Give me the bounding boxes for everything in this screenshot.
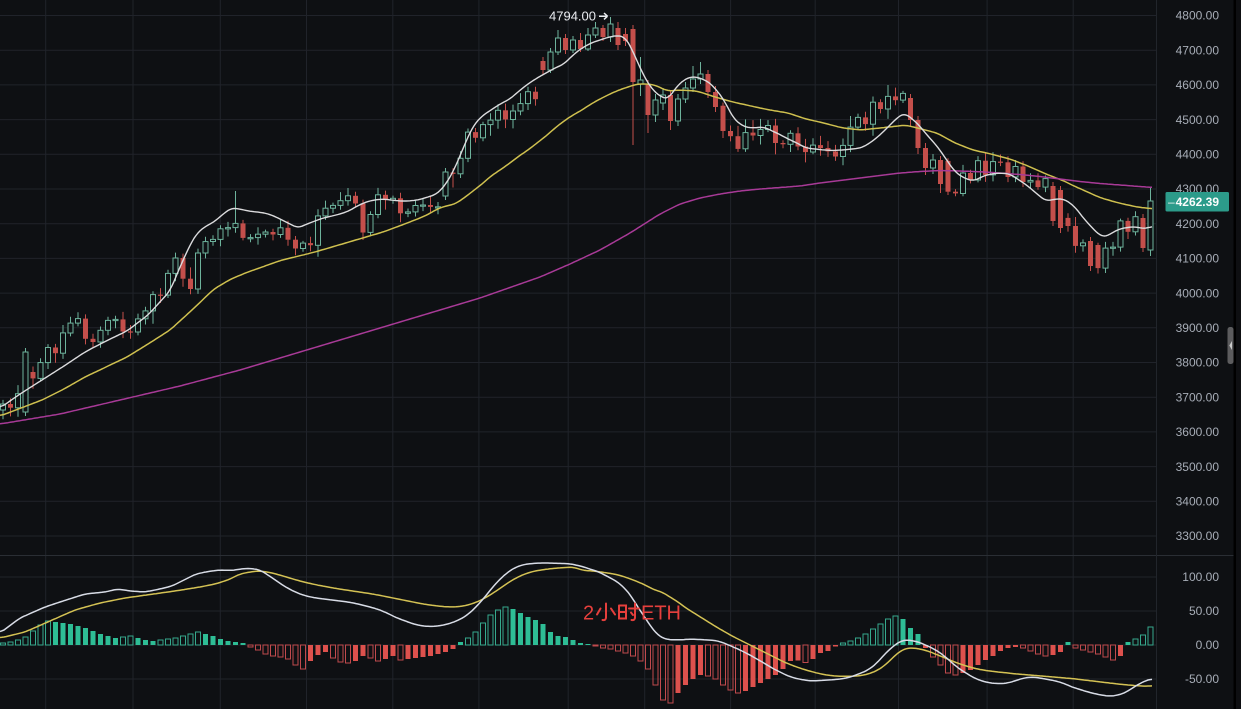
svg-text:4500.00: 4500.00 <box>1176 113 1220 127</box>
svg-text:3600.00: 3600.00 <box>1176 425 1220 439</box>
svg-text:4400.00: 4400.00 <box>1176 148 1220 162</box>
svg-text:50.00: 50.00 <box>1189 604 1219 618</box>
svg-text:ETH: ETH <box>641 603 681 625</box>
svg-text:4700.00: 4700.00 <box>1176 43 1220 57</box>
svg-text:4200.00: 4200.00 <box>1176 217 1220 231</box>
svg-text:3400.00: 3400.00 <box>1176 495 1220 509</box>
svg-text:0.00: 0.00 <box>1196 638 1220 652</box>
svg-text:100.00: 100.00 <box>1182 570 1219 584</box>
svg-text:3500.00: 3500.00 <box>1176 460 1220 474</box>
svg-text:4800.00: 4800.00 <box>1176 9 1220 23</box>
svg-text:4262.39: 4262.39 <box>1176 195 1220 209</box>
svg-text:3300.00: 3300.00 <box>1176 529 1220 543</box>
svg-text:4000.00: 4000.00 <box>1176 286 1220 300</box>
svg-text:4100.00: 4100.00 <box>1176 252 1220 266</box>
svg-text:2: 2 <box>583 603 594 625</box>
svg-text:3800.00: 3800.00 <box>1176 356 1220 370</box>
svg-text:4600.00: 4600.00 <box>1176 78 1220 92</box>
svg-text:4794.00: 4794.00 <box>549 9 596 24</box>
svg-text:–: – <box>1168 195 1175 209</box>
svg-text:3900.00: 3900.00 <box>1176 321 1220 335</box>
svg-text:3700.00: 3700.00 <box>1176 390 1220 404</box>
svg-text:-50.00: -50.00 <box>1185 672 1219 686</box>
